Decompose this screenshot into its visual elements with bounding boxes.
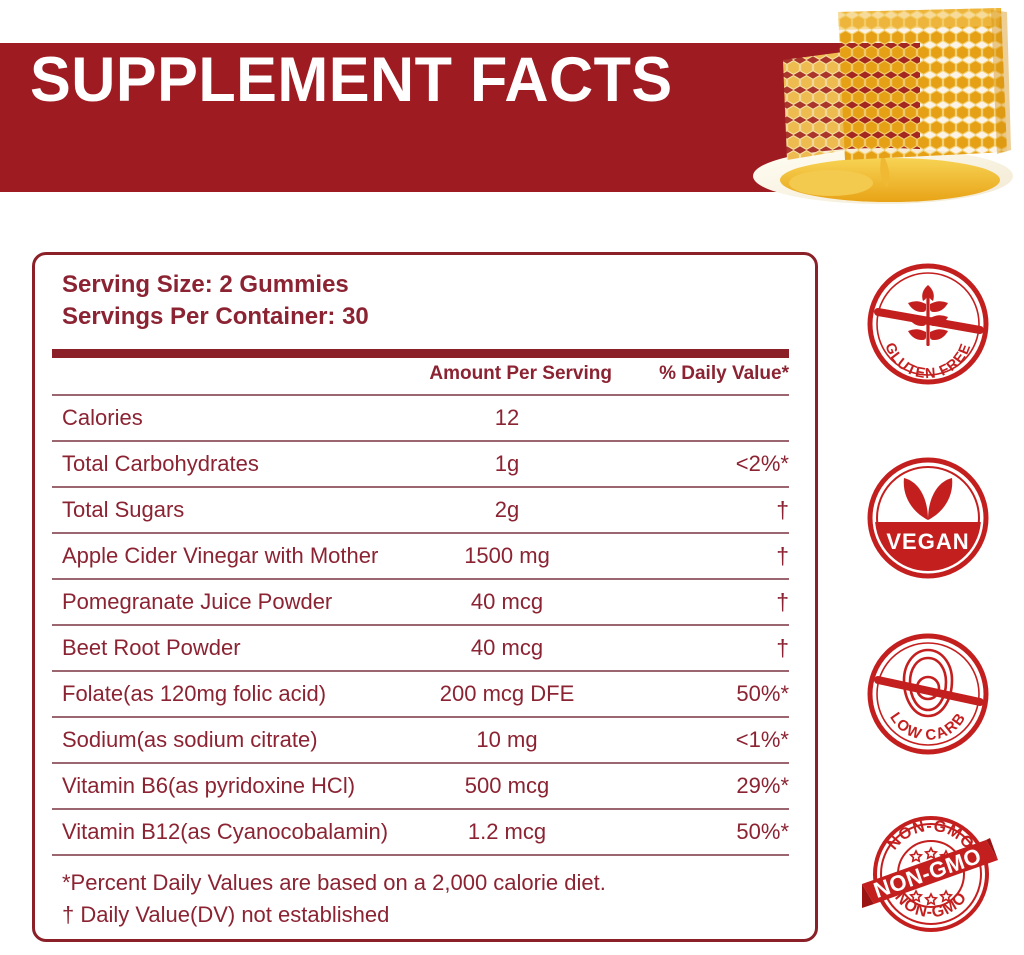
table-row: Pomegranate Juice Powder 40 mcg †	[52, 578, 789, 624]
nutrient-name: Sodium(as sodium citrate)	[62, 727, 318, 752]
table-row: Beet Root Powder 40 mcg †	[52, 624, 789, 670]
nutrient-dv: 29%*	[736, 773, 789, 798]
column-header-daily-value: % Daily Value*	[659, 363, 789, 384]
footnotes: *Percent Daily Values are based on a 2,0…	[62, 867, 606, 931]
supplement-facts-panel: Serving Size: 2 Gummies Servings Per Con…	[32, 252, 818, 942]
table-row: Vitamin B12(as Cyanocobalamin) 1.2 mcg 5…	[52, 808, 789, 854]
column-header-amount: Amount Per Serving	[429, 363, 612, 384]
slash-icon	[874, 308, 984, 334]
nutrient-name: Total Carbohydrates	[62, 451, 259, 476]
table-row: Folate(as 120mg folic acid) 200 mcg DFE …	[52, 670, 789, 716]
nutrient-amount: 1500 mg	[464, 543, 550, 568]
nutrient-name: Pomegranate Juice Powder	[62, 589, 333, 614]
nutrient-amount: 1.2 mcg	[467, 819, 547, 844]
badge-label: LOW CARB	[886, 709, 970, 744]
page-title: SUPPLEMENT FACTS	[30, 45, 673, 115]
table-row: Apple Cider Vinegar with Mother 1500 mg …	[52, 532, 789, 578]
slash-icon	[874, 676, 984, 706]
nutrient-name: Total Sugars	[62, 497, 185, 522]
nutrient-name: Folate(as 120mg folic acid)	[62, 681, 327, 706]
nutrient-amount: 2g	[494, 497, 520, 522]
nutrient-dv: 50%*	[736, 681, 789, 706]
two-leaves-icon	[903, 478, 953, 520]
table-row: Vitamin B6(as pyridoxine HCl) 500 mcg 29…	[52, 762, 789, 808]
nutrient-amount: 500 mcg	[464, 773, 550, 798]
nutrient-dv: <2%*	[735, 451, 789, 476]
avocado-icon	[902, 648, 954, 718]
nutrient-name: Beet Root Powder	[62, 635, 241, 660]
nutrient-name: Vitamin B6(as pyridoxine HCl)	[62, 773, 356, 798]
badge-low-carb: LOW CARB	[862, 628, 994, 760]
servings-per-container: Servings Per Container: 30	[62, 302, 369, 330]
footnote-percent-dv: *Percent Daily Values are based on a 2,0…	[62, 870, 606, 895]
badge-gluten-free: GLUTEN FREE	[862, 258, 994, 390]
nutrient-dv: <1%*	[735, 727, 789, 752]
table-row: Sodium(as sodium citrate) 10 mg <1%*	[52, 716, 789, 762]
nutrient-name: Calories	[62, 405, 143, 430]
serving-info: Serving Size: 2 Gummies Servings Per Con…	[62, 269, 369, 333]
nutrient-dv: †	[776, 634, 789, 661]
serving-size: Serving Size: 2 Gummies	[62, 271, 349, 298]
nutrient-amount: 40 mcg	[470, 635, 544, 660]
table-row: Calories 12	[52, 394, 789, 440]
nutrient-name: Vitamin B12(as Cyanocobalamin)	[62, 819, 389, 844]
header-thick-rule	[52, 349, 789, 358]
badge-label: VEGAN	[886, 529, 969, 554]
table-bottom-rule	[52, 854, 789, 856]
footnote-dagger: † Daily Value(DV) not established	[62, 901, 390, 927]
nutrient-name: Apple Cider Vinegar with Mother	[62, 543, 379, 568]
badge-vegan: VEGAN	[862, 452, 994, 584]
nutrient-amount: 200 mcg DFE	[439, 681, 575, 706]
nutrient-table: Calories 12 Total Carbohydrates 1g <2%* …	[52, 394, 789, 856]
nutrient-dv: †	[776, 542, 789, 569]
nutrient-amount: 10 mg	[476, 727, 538, 752]
table-row: Total Sugars 2g †	[52, 486, 789, 532]
nutrient-amount: 12	[494, 405, 520, 430]
ribbon-icon	[862, 838, 998, 908]
nutrient-amount: 40 mcg	[470, 589, 544, 614]
nutrient-dv: 50%*	[736, 819, 789, 844]
nutrient-dv: †	[776, 588, 789, 615]
nutrient-dv: †	[776, 496, 789, 523]
table-row: Total Carbohydrates 1g <2%*	[52, 440, 789, 486]
badge-non-gmo: NON-GMO NON-GMO NON-GMO	[858, 798, 1003, 943]
nutrient-amount: 1g	[494, 451, 520, 476]
badge-label: GLUTEN FREE	[881, 341, 974, 383]
